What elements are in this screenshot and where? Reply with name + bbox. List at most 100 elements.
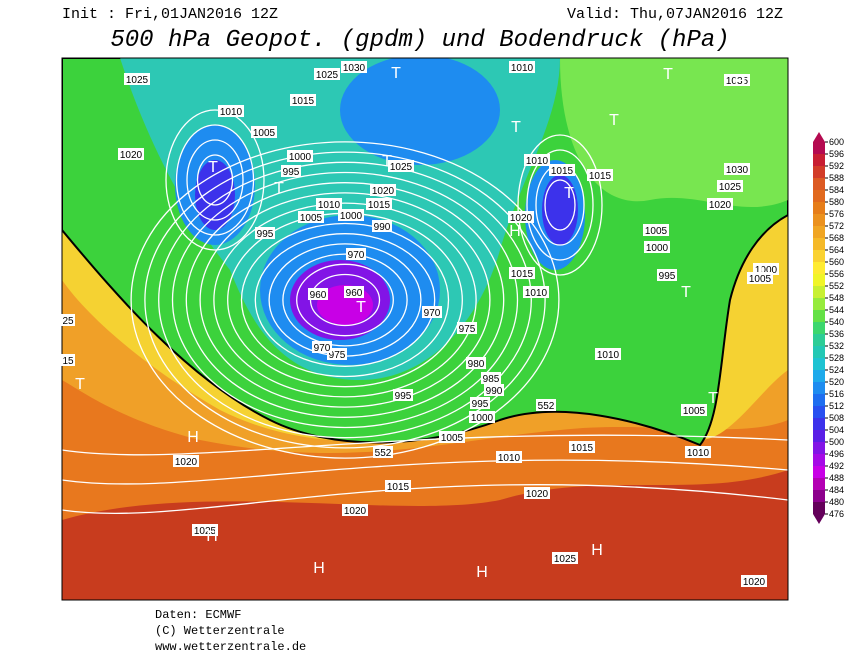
isobar	[171, 171, 519, 429]
colorbar-label: 524	[829, 365, 844, 375]
colorbar-swatch	[813, 166, 825, 178]
isobar	[165, 109, 265, 251]
colorbar-swatch	[813, 190, 825, 202]
isobar-label: 15	[62, 356, 74, 367]
isobar-label: 25	[62, 316, 74, 327]
isobar-label: 995	[395, 391, 412, 402]
isobar-label: 1015	[292, 96, 315, 107]
isobar-label: 1010	[525, 288, 548, 299]
isobar-label-box	[342, 504, 368, 516]
pressure-center: T	[391, 65, 401, 82]
isobar	[196, 154, 234, 206]
colorbar-label: 580	[829, 197, 844, 207]
colorbar-swatch	[813, 226, 825, 238]
valid-time: Valid: Thu,07JAN2016 12Z	[567, 6, 783, 23]
isobar-label: 1015	[551, 166, 574, 177]
isobar-label-box	[496, 451, 522, 463]
isobar-label: 1010	[511, 63, 534, 74]
isobar	[185, 182, 505, 418]
isobar-label: 1005	[645, 226, 668, 237]
isobar-label-box	[747, 272, 773, 284]
isobar-label: 1000	[646, 243, 669, 254]
isobar	[175, 124, 255, 236]
copyright: (C) Wetterzentrale	[155, 624, 285, 638]
isobar-label: 1020	[743, 577, 766, 588]
isobar-label-box	[457, 322, 477, 334]
pressure-center: T	[708, 390, 718, 407]
isobar-label-box	[287, 150, 313, 162]
colorbar-cap	[813, 514, 825, 524]
colorbar-label: 496	[829, 449, 844, 459]
isobar-label-box	[118, 148, 144, 160]
colorbar-label: 476	[829, 509, 844, 519]
isobar-label-box	[281, 165, 301, 177]
isobar-label: 552	[538, 401, 555, 412]
colorbar-swatch	[813, 286, 825, 298]
isobar-label-box	[509, 61, 535, 73]
isobar-label: 1010	[220, 107, 243, 118]
colorbar-swatch	[813, 394, 825, 406]
isobar	[213, 202, 477, 398]
isobar-label-box	[393, 389, 413, 401]
isobar-label-box	[251, 126, 277, 138]
isobar-label: 995	[283, 167, 300, 178]
isobar-label: 995	[257, 229, 274, 240]
isobar-label-box	[385, 480, 411, 492]
isobar-label-box	[124, 73, 150, 85]
colorbar-swatch	[813, 502, 825, 514]
isobar-label: 1015	[589, 171, 612, 182]
isobar-label-box	[338, 209, 364, 221]
isobar-label-box	[298, 211, 324, 223]
colorbar-swatch	[813, 466, 825, 478]
isobar-label: 975	[459, 324, 476, 335]
isobar-label-box	[469, 411, 495, 423]
map-field	[62, 58, 788, 600]
isobar-label-box	[717, 180, 743, 192]
isobar-label-box	[370, 184, 396, 196]
isobar-label-box	[536, 399, 556, 411]
isobar	[130, 141, 560, 459]
colorbar-label: 512	[829, 401, 844, 411]
colorbar-label: 560	[829, 257, 844, 267]
isobar-label-box	[388, 160, 414, 172]
colorbar-label: 548	[829, 293, 844, 303]
isobar-label: 1025	[126, 75, 149, 86]
pressure-center: T	[511, 119, 521, 136]
colorbar-swatch	[813, 334, 825, 346]
pressure-center: H	[591, 542, 603, 559]
pressure-center: H	[206, 528, 218, 545]
isobar-label: 1020	[510, 213, 533, 224]
isobar-label: 970	[348, 250, 365, 261]
colorbar-label: 576	[829, 209, 844, 219]
isobar-label-box	[61, 354, 75, 366]
isobar-label-box	[439, 431, 465, 443]
colorbar-swatch	[813, 238, 825, 250]
colorbar-swatch	[813, 262, 825, 274]
isobar	[517, 134, 603, 276]
isobar-label: 1025	[390, 162, 413, 173]
pressure-center: T	[681, 284, 691, 301]
colorbar-swatch	[813, 250, 825, 262]
colorbar-label: 520	[829, 377, 844, 387]
colorbar-label: 480	[829, 497, 844, 507]
isobar-label: 970	[424, 308, 441, 319]
pressure-center: T	[356, 299, 366, 316]
isobar	[62, 484, 788, 515]
colorbar-swatch	[813, 442, 825, 454]
isobar-label-box	[341, 61, 367, 73]
isobar-label-box	[643, 224, 669, 236]
data-source: Daten: ECMWF	[155, 608, 241, 622]
isobar-label: 1010	[526, 156, 549, 167]
colorbar-label: 540	[829, 317, 844, 327]
isobar-label: 985	[483, 374, 500, 385]
isobar-label-box	[373, 446, 393, 458]
isobar-label: 960	[346, 288, 363, 299]
pressure-center: T	[564, 185, 574, 202]
isobar-label: 995	[659, 271, 676, 282]
pressure-center: H	[509, 223, 521, 240]
isobar-label: 1020	[175, 457, 198, 468]
isobar-label-box	[657, 269, 677, 281]
isobar-label-box	[218, 105, 244, 117]
colorbar-label: 536	[829, 329, 844, 339]
